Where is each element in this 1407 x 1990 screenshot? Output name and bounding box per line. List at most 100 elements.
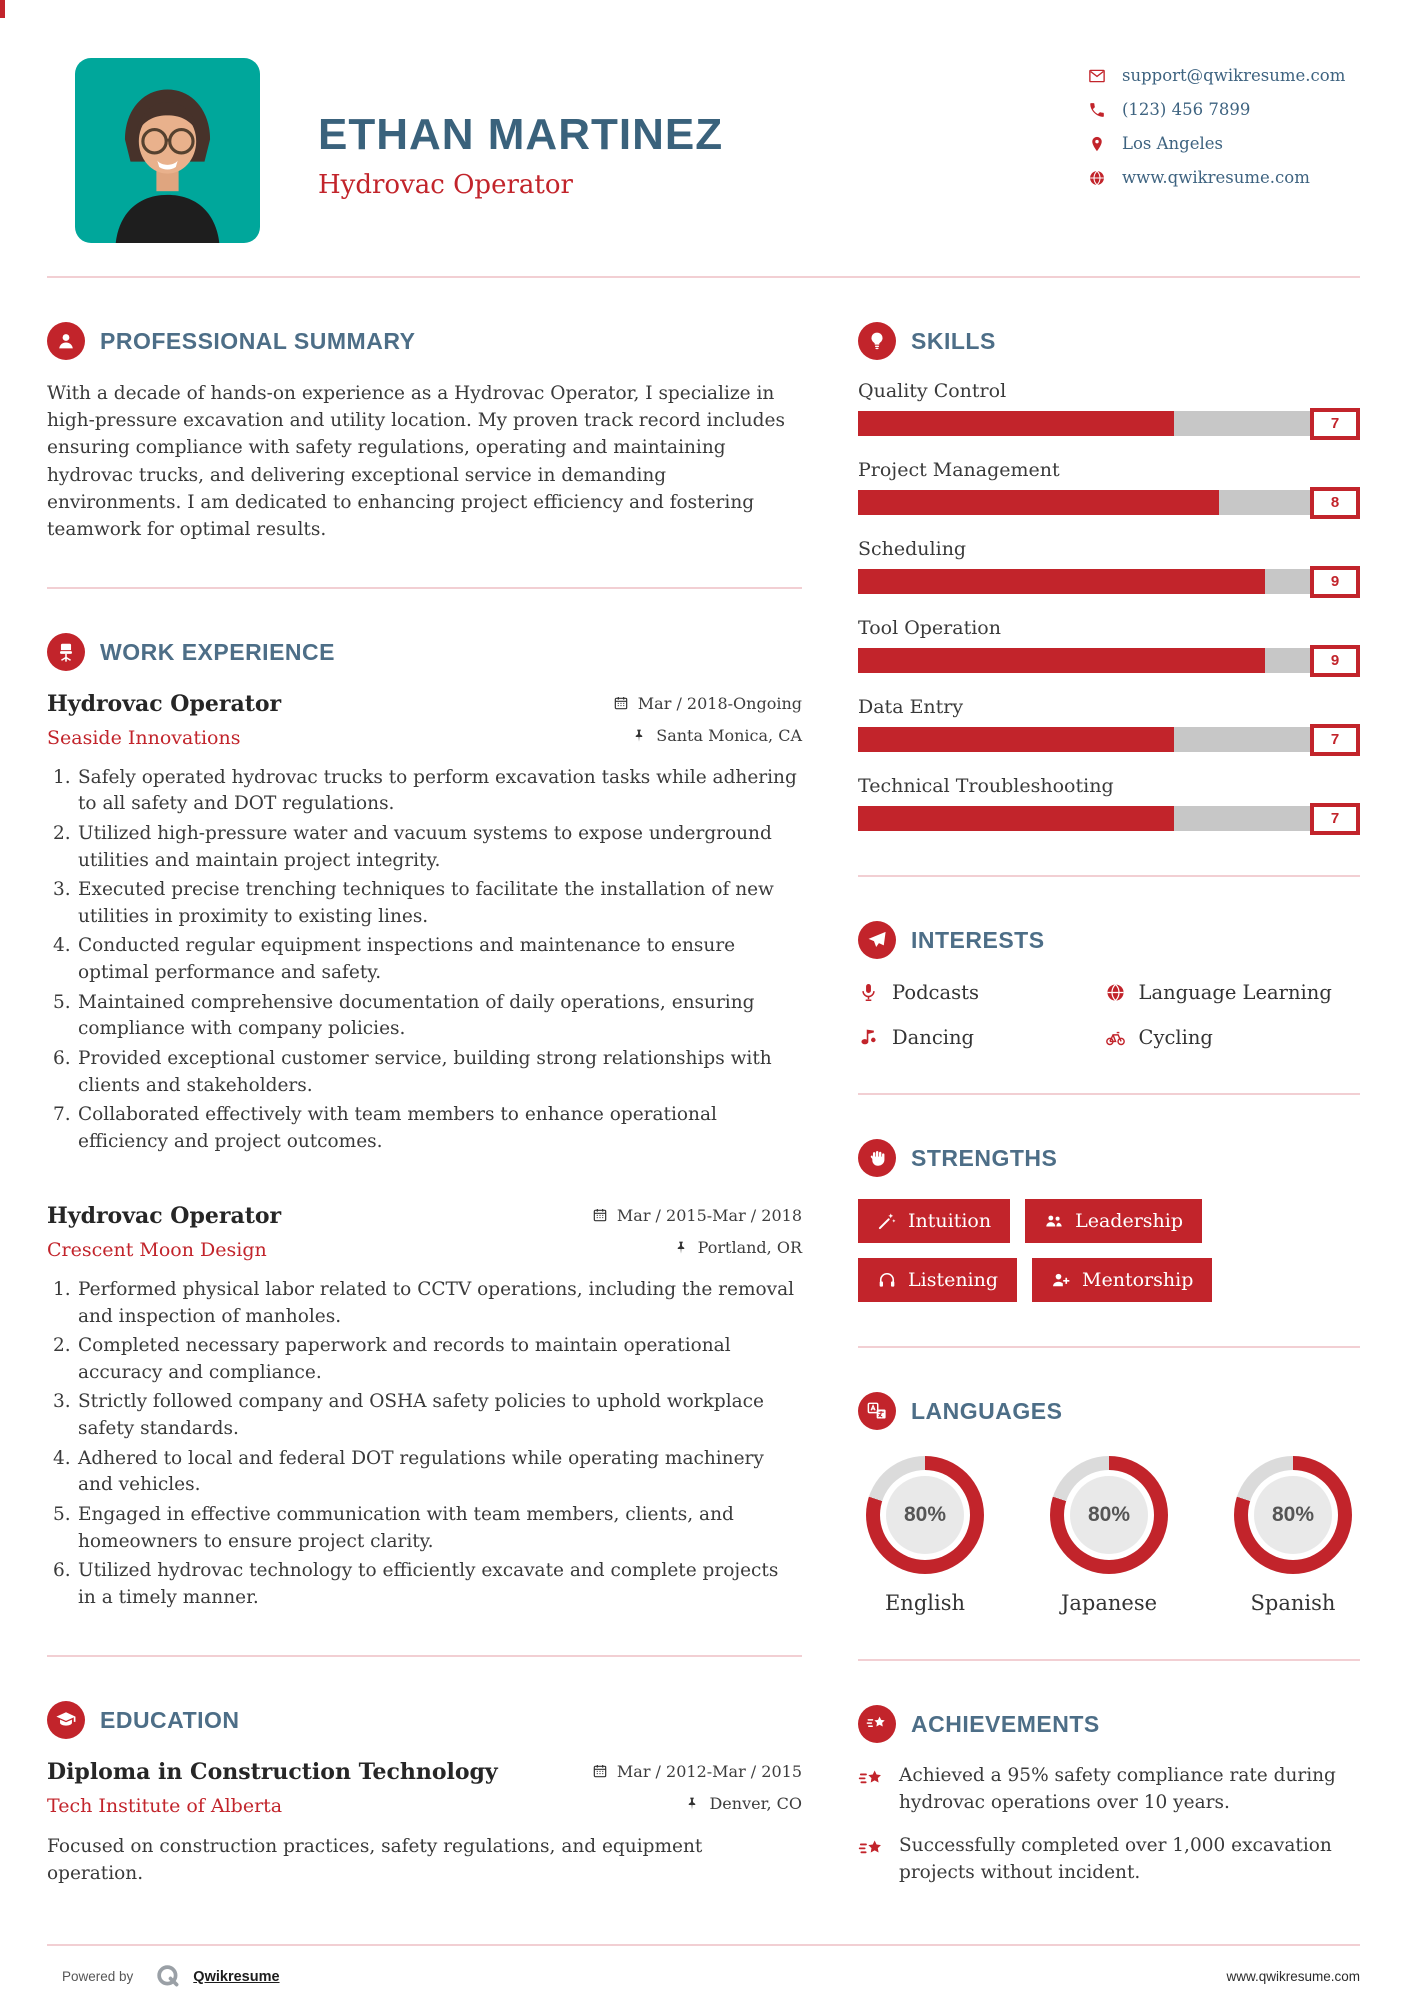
contact-phone[interactable]: (123) 456 7899 — [1088, 100, 1360, 119]
job-title: Hydrovac Operator — [47, 691, 282, 718]
pushpin-icon — [684, 1796, 700, 1812]
shooting-star-icon — [858, 1766, 885, 1793]
education-date-text: Mar / 2012-Mar / 2015 — [616, 1761, 802, 1781]
skill-item: Scheduling 9 — [858, 538, 1360, 598]
language-donut: 80% — [1234, 1456, 1352, 1574]
right-column: SKILLS Quality Control 7 Project Managem… — [858, 322, 1360, 1904]
headphones-icon — [877, 1270, 897, 1290]
skill-bar: 8 — [858, 486, 1360, 519]
achievements-header: ACHIEVEMENTS — [858, 1705, 1360, 1743]
job-head: Hydrovac Operator Mar / 2018-Ongoing Sea… — [47, 691, 802, 749]
section-divider — [858, 1093, 1360, 1095]
contact-website[interactable]: www.qwikresume.com — [1088, 168, 1360, 187]
skill-score-badge: 7 — [1310, 723, 1360, 756]
summary-header: PROFESSIONAL SUMMARY — [47, 322, 802, 360]
paper-plane-icon — [858, 921, 896, 959]
job-bullet: Conducted regular equipment inspections … — [53, 933, 736, 983]
skill-bar-fill — [858, 490, 1220, 515]
job-bullet: Provided exceptional customer service, b… — [53, 1046, 772, 1096]
strengths-heading: STRENGTHS — [911, 1144, 1058, 1171]
interest-item: Dancing — [858, 1026, 1095, 1049]
strength-chip: Listening — [858, 1258, 1018, 1302]
skills-heading: SKILLS — [911, 327, 996, 354]
language-item: 80% Spanish — [1234, 1456, 1352, 1615]
job-bullet-list: Performed physical labor related to CCTV… — [47, 1277, 802, 1612]
job-location-text: Portland, OR — [697, 1238, 802, 1258]
languages-section: LANGUAGES 80% English 80% — [858, 1392, 1360, 1615]
footer-website[interactable]: www.qwikresume.com — [1226, 1969, 1360, 1984]
pushpin-icon — [631, 728, 647, 744]
education-head: Diploma in Construction Technology Mar /… — [47, 1759, 802, 1817]
skill-item: Project Management 8 — [858, 459, 1360, 519]
header: ETHAN MARTINEZ Hydrovac Operator support… — [0, 0, 1407, 243]
interest-item: Language Learning — [1105, 981, 1360, 1004]
education-degree: Diploma in Construction Technology — [47, 1759, 498, 1786]
calendar-icon — [613, 695, 629, 711]
skill-item: Technical Troubleshooting 7 — [858, 775, 1360, 835]
phone-icon — [1088, 101, 1106, 119]
graduation-cap-icon — [47, 1701, 85, 1740]
skill-bar-fill — [858, 411, 1175, 436]
contact-email[interactable]: support@qwikresume.com — [1088, 66, 1360, 85]
language-label: Spanish — [1250, 1591, 1336, 1615]
globe-icon — [1105, 982, 1126, 1003]
interests-section: INTERESTS Podcasts Language Learning — [858, 921, 1360, 1049]
avatar — [75, 58, 260, 243]
achievement-item: Successfully completed over 1,000 excava… — [858, 1833, 1360, 1886]
skill-label: Data Entry — [858, 696, 964, 718]
contact-location: Los Angeles — [1088, 134, 1360, 153]
skill-score-badge: 9 — [1310, 565, 1360, 598]
lightbulb-icon — [858, 322, 896, 360]
qwikresume-link[interactable]: Qwikresume — [193, 1968, 280, 1985]
interest-label: Language Learning — [1138, 981, 1332, 1004]
fist-icon — [858, 1139, 896, 1177]
footer: Powered by Qwikresume www.qwikresume.com — [0, 1944, 1407, 1990]
achievement-text: Achieved a 95% safety compliance rate du… — [899, 1765, 1336, 1813]
header-divider — [47, 276, 1360, 278]
achievements-section: ACHIEVEMENTS Achieved a 95% safety compl… — [858, 1705, 1360, 1887]
skill-bar-fill — [858, 569, 1265, 594]
skill-bar: 7 — [858, 802, 1360, 835]
summary-heading: PROFESSIONAL SUMMARY — [100, 327, 416, 354]
work-heading: WORK EXPERIENCE — [100, 638, 335, 665]
globe-icon — [1088, 169, 1106, 187]
job-company: Crescent Moon Design — [47, 1238, 267, 1261]
person-icon — [47, 322, 85, 360]
language-donut: 80% — [866, 1456, 984, 1574]
team-icon — [1044, 1211, 1064, 1231]
interests-heading: INTERESTS — [911, 926, 1045, 953]
job-location: Portland, OR — [592, 1238, 802, 1257]
skill-bar-fill — [858, 806, 1175, 831]
powered-by-label: Powered by — [62, 1969, 134, 1984]
achievement-item: Achieved a 95% safety compliance rate du… — [858, 1763, 1360, 1816]
skill-score-badge: 8 — [1310, 486, 1360, 519]
section-divider — [858, 1346, 1360, 1348]
job-bullet: Utilized high-pressure water and vacuum … — [53, 821, 772, 871]
job-entry: Hydrovac Operator Mar / 2018-Ongoing Sea… — [47, 691, 802, 1155]
education-location: Denver, CO — [592, 1794, 802, 1813]
skill-item: Tool Operation 9 — [858, 617, 1360, 677]
job-bullet: Collaborated effectively with team membe… — [53, 1102, 717, 1152]
section-divider — [858, 1659, 1360, 1661]
languages-row: 80% English 80% Japanese — [858, 1450, 1360, 1615]
job-bullet: Strictly followed company and OSHA safet… — [53, 1389, 764, 1439]
job-head: Hydrovac Operator Mar / 2015-Mar / 2018 … — [47, 1203, 802, 1261]
contact-location-text: Los Angeles — [1122, 134, 1223, 153]
interests-grid: Podcasts Language Learning Dancing — [858, 979, 1360, 1049]
skill-score-badge: 9 — [1310, 644, 1360, 677]
job-bullet: Engaged in effective communication with … — [53, 1502, 734, 1552]
languages-heading: LANGUAGES — [911, 1397, 1063, 1424]
education-school: Tech Institute of Alberta — [47, 1794, 283, 1817]
job-date-text: Mar / 2018-Ongoing — [637, 693, 802, 713]
summary-text: With a decade of hands-on experience as … — [47, 383, 785, 540]
language-percent: 80% — [1254, 1476, 1332, 1554]
shooting-star-icon — [858, 1836, 885, 1863]
job-bullet: Adhered to local and federal DOT regulat… — [53, 1446, 764, 1496]
contact-phone-text: (123) 456 7899 — [1122, 100, 1251, 119]
education-header: EDUCATION — [47, 1701, 802, 1740]
skill-score-badge: 7 — [1310, 802, 1360, 835]
skill-label: Quality Control — [858, 380, 1007, 402]
job-bullet: Performed physical labor related to CCTV… — [53, 1277, 795, 1327]
skill-bar-fill — [858, 727, 1175, 752]
